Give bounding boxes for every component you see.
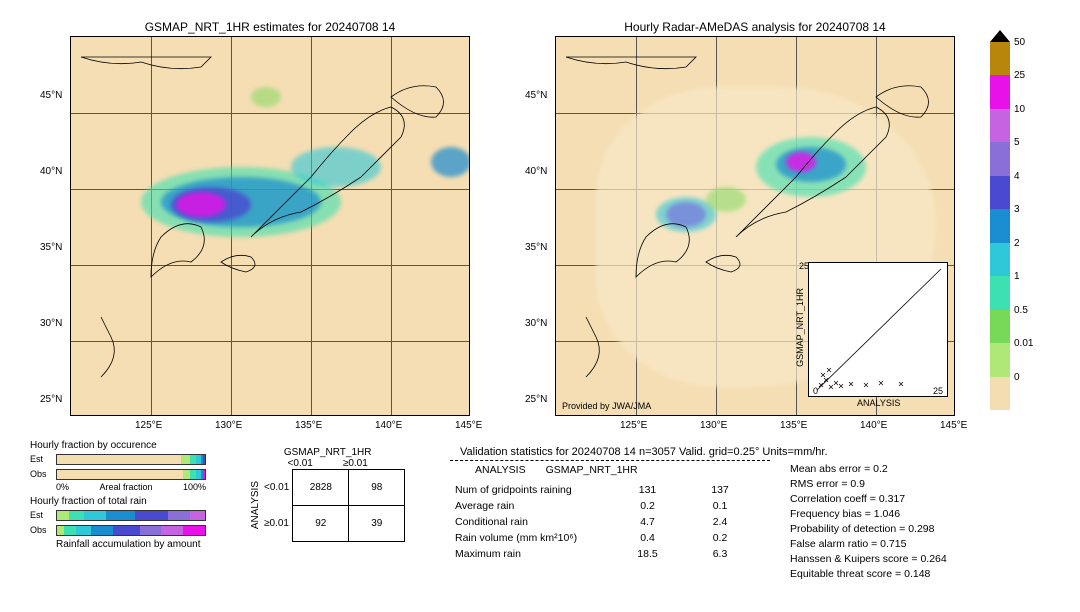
- val-hdr-a: ANALYSIS: [465, 462, 536, 478]
- row-obs: Obs: [30, 469, 56, 479]
- lat-tick: 35°N: [525, 242, 547, 253]
- inset-ytick: 25: [799, 261, 809, 271]
- lat-tick: 25°N: [40, 394, 62, 405]
- fraction-panel: Hourly fraction by occurence Est Obs 0% …: [30, 440, 220, 550]
- inset-xtick: 25: [933, 386, 943, 396]
- map-left: GSMAP_NRT_1HR estimates for 20240708 14 …: [70, 20, 470, 416]
- conf-row1: ≥0.01: [264, 518, 289, 529]
- occ-bar-est: [56, 454, 206, 465]
- lon-tick: 145°E: [455, 420, 482, 431]
- row-est: Est: [30, 454, 56, 464]
- lon-tick: 125°E: [620, 420, 647, 431]
- validation-table: ANALYSISGSMAP_NRT_1HR: [445, 462, 648, 478]
- conf-row0: <0.01: [264, 482, 289, 493]
- inset-ylabel: GSMAP_NRT_1HR: [795, 288, 805, 369]
- lon-tick: 135°E: [780, 420, 807, 431]
- conf-cell: 92: [293, 506, 349, 542]
- occ-title: Hourly fraction by occurence: [30, 440, 220, 451]
- pct100: 100%: [183, 482, 206, 492]
- row-obs2: Obs: [30, 525, 56, 535]
- stat-list: Mean abs error = 0.2RMS error = 0.9Corre…: [790, 460, 947, 583]
- lat-tick: 40°N: [525, 166, 547, 177]
- lon-tick: 145°E: [940, 420, 967, 431]
- lon-tick: 140°E: [860, 420, 887, 431]
- inset-scatter-svg: [809, 263, 949, 398]
- inset-xtick: 0: [813, 386, 818, 396]
- validation-hr: [450, 460, 770, 461]
- inset-scatter: GSMAP_NRT_1HR ANALYSIS 0 25 25: [808, 262, 948, 397]
- lat-tick: 45°N: [525, 90, 547, 101]
- lat-tick: 35°N: [40, 242, 62, 253]
- coastline-svg-left: [71, 37, 470, 416]
- accum-title: Rainfall accumulation by amount: [30, 539, 220, 550]
- validation-title: Validation statistics for 20240708 14 n=…: [460, 446, 828, 458]
- lon-tick: 140°E: [375, 420, 402, 431]
- occ-bar-obs: [56, 469, 206, 480]
- lat-tick: 30°N: [525, 318, 547, 329]
- val-hdr-b: GSMAP_NRT_1HR: [536, 462, 648, 478]
- map-right-title: Hourly Radar-AMeDAS analysis for 2024070…: [555, 20, 955, 34]
- map-right-frame: Provided by JWA/JMA GS: [555, 36, 955, 416]
- lon-tick: 125°E: [135, 420, 162, 431]
- colorbar: 502510543210.50.010: [990, 30, 1010, 410]
- map-left-title: GSMAP_NRT_1HR estimates for 20240708 14: [70, 20, 470, 34]
- conf-col1: ≥0.01: [343, 458, 368, 469]
- lon-tick: 130°E: [215, 420, 242, 431]
- confusion-panel: GSMAP_NRT_1HR <0.01 ≥0.01 ANALYSIS <0.01…: [250, 447, 405, 542]
- confusion-table: 282898 9239: [292, 469, 405, 542]
- colorbar-arrow-icon: [990, 30, 1010, 42]
- rain-bar-est: [56, 510, 206, 521]
- rain-bar-obs: [56, 525, 206, 536]
- lon-tick: 135°E: [295, 420, 322, 431]
- lon-tick: 130°E: [700, 420, 727, 431]
- conf-cell: 98: [349, 470, 405, 506]
- lat-tick: 30°N: [40, 318, 62, 329]
- validation-rows: Num of gridpoints raining131137Average r…: [445, 482, 760, 562]
- conf-cell: 39: [349, 506, 405, 542]
- map-right: Hourly Radar-AMeDAS analysis for 2024070…: [555, 20, 955, 416]
- conf-col0: <0.01: [288, 458, 313, 469]
- provided-label: Provided by JWA/JMA: [562, 401, 651, 411]
- lat-tick: 45°N: [40, 90, 62, 101]
- map-left-frame: [70, 36, 470, 416]
- conf-row-title: ANALYSIS: [250, 481, 261, 529]
- pct0: 0%: [56, 482, 69, 492]
- lat-tick: 25°N: [525, 394, 547, 405]
- inset-xlabel: ANALYSIS: [857, 398, 900, 408]
- lat-tick: 40°N: [40, 166, 62, 177]
- conf-cell: 2828: [293, 470, 349, 506]
- areal-label: Areal fraction: [99, 482, 152, 492]
- conf-col-title: GSMAP_NRT_1HR: [250, 447, 405, 458]
- rain-title: Hourly fraction of total rain: [30, 496, 220, 507]
- row-est2: Est: [30, 510, 56, 520]
